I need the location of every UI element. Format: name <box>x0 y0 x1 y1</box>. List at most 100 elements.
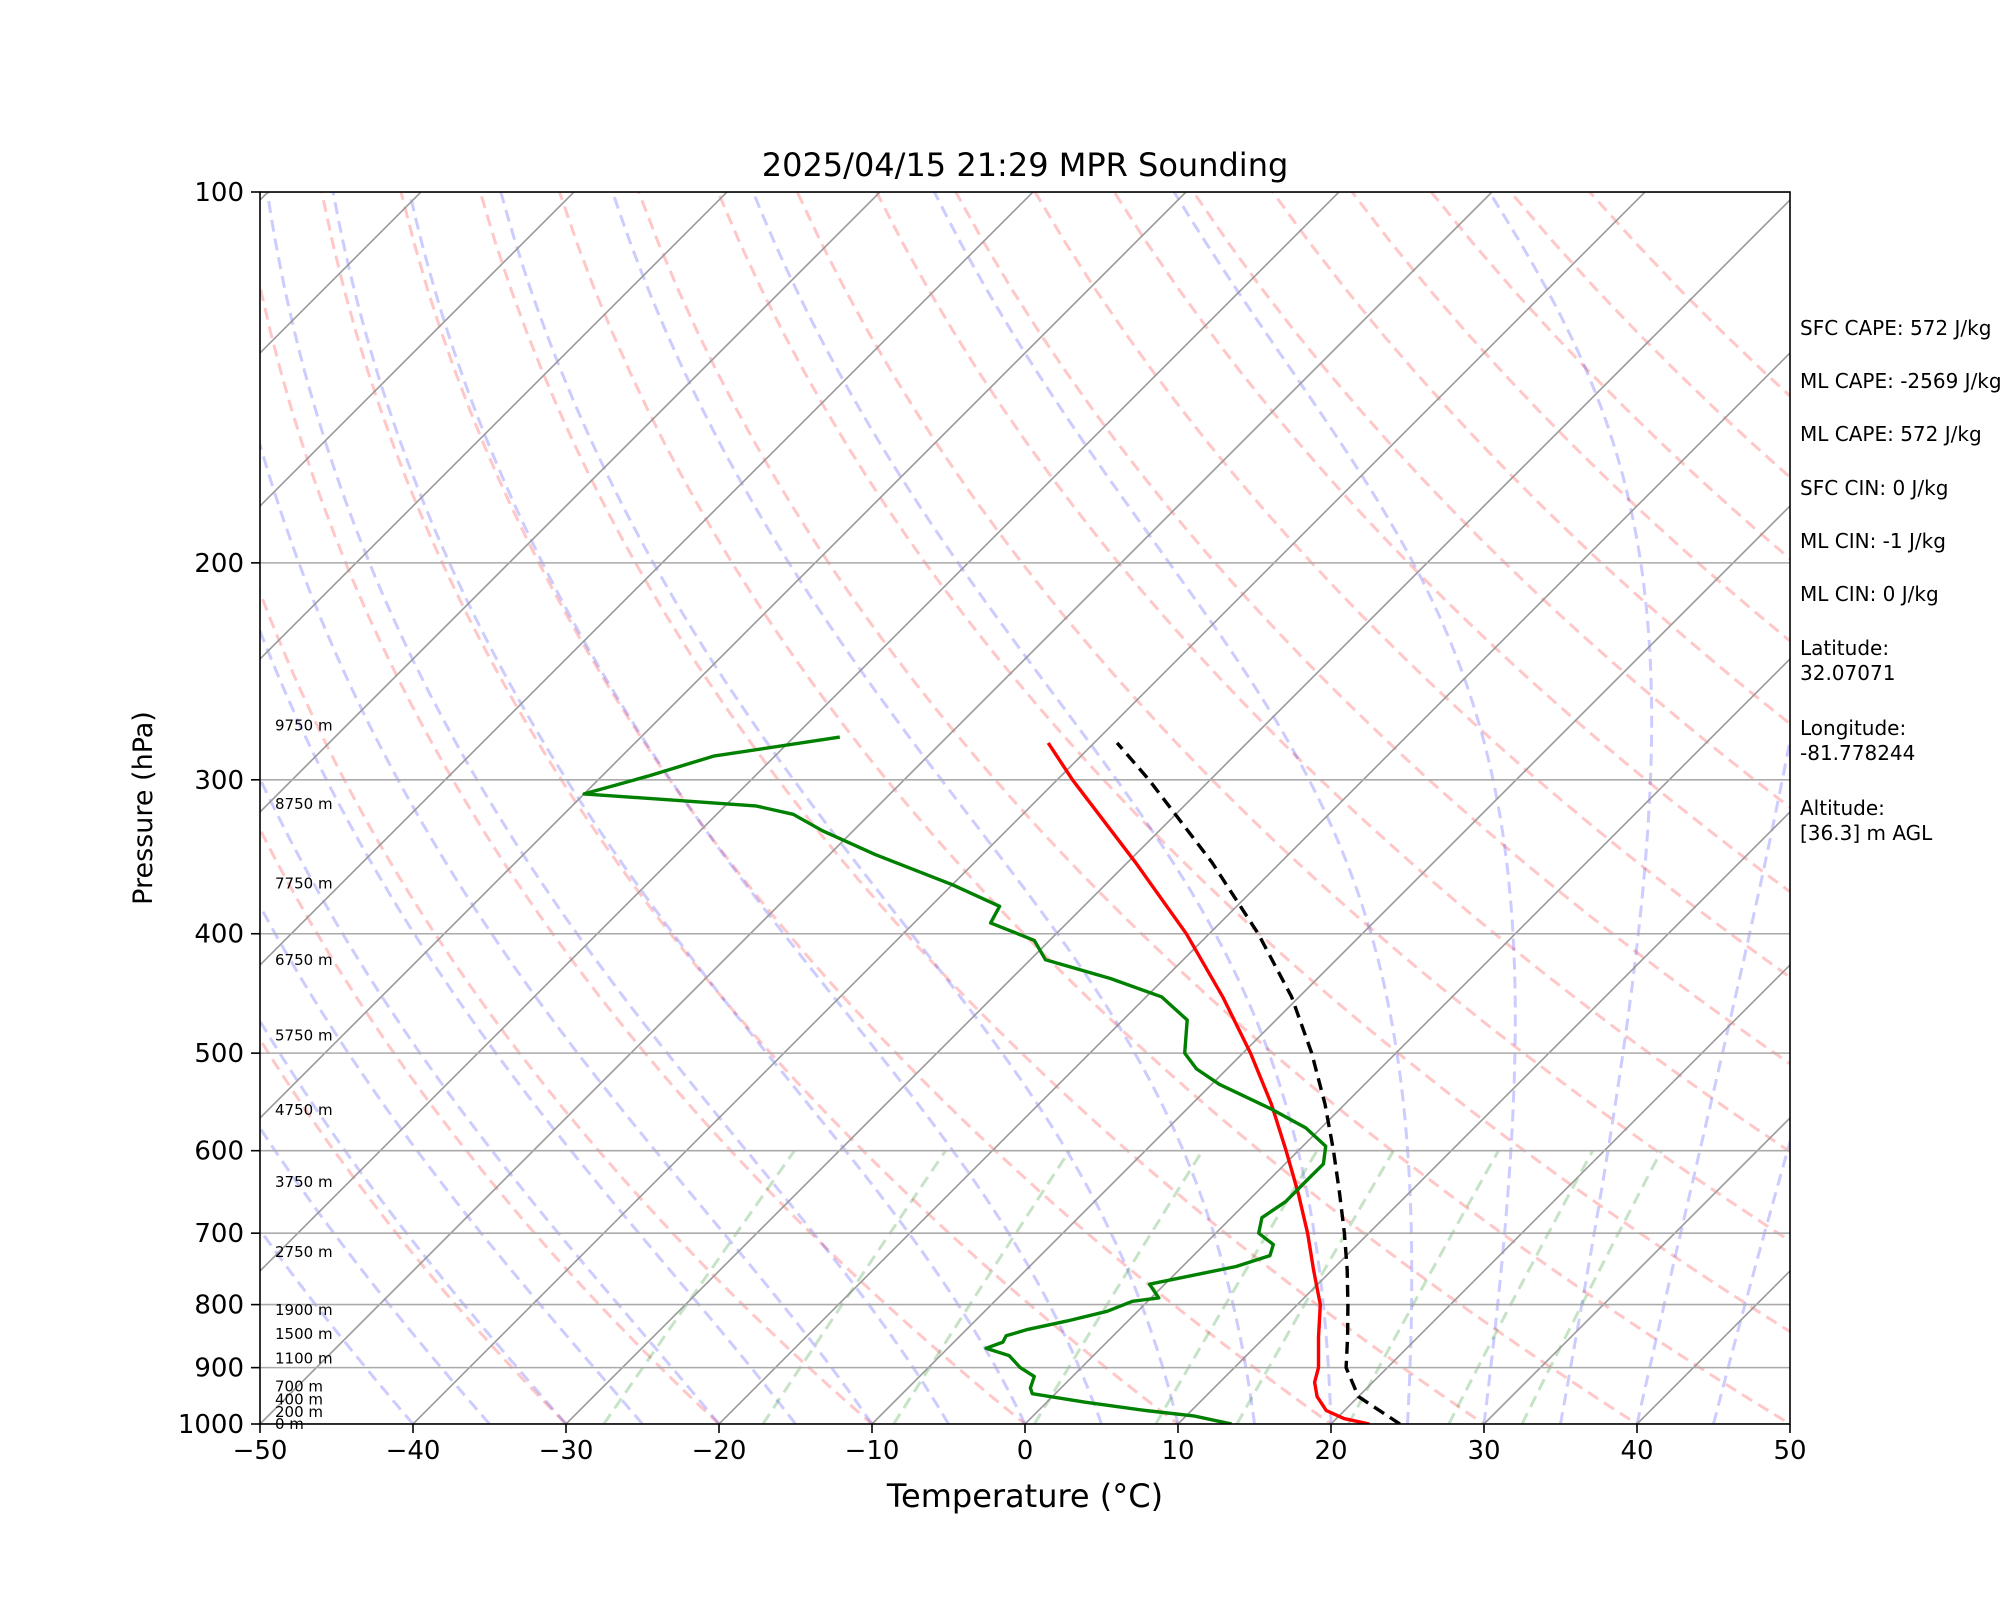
dry-adiabat-line <box>1192 192 1790 810</box>
moist-adiabat-line <box>260 626 797 1424</box>
y-tick-label: 800 <box>194 1291 244 1321</box>
dry-adiabat-line <box>716 192 1790 1334</box>
annotation-longitude: Longitude: -81.778244 <box>1800 716 1916 765</box>
isotherm-line <box>260 192 423 355</box>
dry-adiabat-line <box>260 1036 569 1424</box>
height-label: 5750 m <box>275 1027 333 1045</box>
dry-adiabat-line <box>1033 192 1790 980</box>
annotation-latitude: Latitude: 32.07071 <box>1800 636 1896 685</box>
x-tick-label: 20 <box>1314 1436 1347 1466</box>
moist-adiabat-line <box>932 192 1414 1424</box>
mixing-ratio-line <box>1447 1149 1595 1424</box>
moist-adiabat-line <box>260 902 644 1424</box>
annotation-sfc-cin: SFC CIN: 0 J/kg <box>1800 476 1949 500</box>
isotherm-line <box>411 192 1647 1424</box>
dry-adiabat-line <box>637 192 1790 1424</box>
isotherm-line <box>260 192 576 508</box>
isotherm-line <box>260 192 1035 967</box>
height-label: 400 m <box>275 1390 323 1408</box>
height-label: 8750 m <box>275 795 333 813</box>
isotherm-line <box>1482 1116 1790 1424</box>
y-tick-label: 200 <box>194 549 244 579</box>
moist-adiabat-line <box>260 1018 568 1424</box>
y-tick-label: 100 <box>194 178 244 208</box>
sounding-traces <box>582 735 1401 1424</box>
moist-adiabat-line <box>1635 732 1790 1424</box>
height-label: 3750 m <box>275 1173 333 1191</box>
x-tick-label: −10 <box>845 1436 900 1466</box>
moist-adiabat-line <box>408 192 1103 1424</box>
y-axis-ticks: 100 200 300 400 500 600 700 800 900 1000 <box>178 178 260 1440</box>
isotherm-line <box>260 192 729 661</box>
dewpoint-trace <box>582 735 1328 1424</box>
moist-adiabat-line <box>331 192 1027 1424</box>
x-tick-label: 40 <box>1620 1436 1653 1466</box>
annotation-ml-cin-2: ML CIN: 0 J/kg <box>1800 582 1939 606</box>
x-tick-label: 0 <box>1017 1436 1034 1466</box>
height-label: 7750 m <box>275 874 333 892</box>
isotherm-line <box>0 165 142 1451</box>
height-label: 200 m <box>275 1403 323 1421</box>
annotation-ml-cape-2: ML CAPE: 572 J/kg <box>1800 422 1982 446</box>
x-tick-label: 50 <box>1773 1436 1806 1466</box>
dry-adiabat-line <box>260 826 722 1424</box>
y-tick-label: 600 <box>194 1137 244 1167</box>
isotherm-line <box>1176 810 1790 1424</box>
height-label: 9750 m <box>275 716 333 734</box>
x-axis-ticks: −50 −40 −30 −20 −10 0 10 20 30 40 50 <box>233 1424 1807 1466</box>
isotherm-line <box>260 192 882 814</box>
height-label: 4750 m <box>275 1101 333 1119</box>
x-tick-label: −50 <box>233 1436 288 1466</box>
mixing-ratio-line <box>1520 1150 1663 1424</box>
y-tick-label: 700 <box>194 1219 244 1249</box>
annotation-ml-cape: ML CAPE: -2569 J/kg <box>1800 369 2000 393</box>
annotation-ml-cin: ML CIN: -1 J/kg <box>1800 529 1946 553</box>
parcel-trace <box>1115 741 1401 1424</box>
dry-adiabat-line <box>399 192 1334 1424</box>
height-label: 1100 m <box>275 1350 333 1368</box>
dry-adiabat-line <box>260 278 1028 1424</box>
height-label: 1500 m <box>275 1325 333 1343</box>
isotherm-line <box>564 198 1790 1424</box>
isotherm-line <box>717 351 1790 1424</box>
temperature-trace <box>1046 741 1370 1424</box>
dry-adiabat-line <box>1112 192 1790 894</box>
moist-adiabat-line <box>1488 192 1654 1424</box>
isotherm-line <box>260 192 1494 1424</box>
dry-adiabat-line <box>875 192 1790 1154</box>
x-tick-label: 10 <box>1161 1436 1194 1466</box>
y-tick-label: 400 <box>194 920 244 950</box>
chart-title: 2025/04/15 21:29 MPR Sounding <box>762 146 1289 184</box>
y-axis-label: Pressure (hPa) <box>128 711 159 905</box>
isotherm-line <box>1023 657 1790 1424</box>
y-tick-label: 500 <box>194 1039 244 1069</box>
mixing-ratio-line <box>1154 1149 1319 1424</box>
annotation-altitude: Altitude: [36.3] m AGL <box>1800 796 1933 845</box>
moist-adiabat-line <box>260 1125 491 1424</box>
isotherm-line <box>870 504 1790 1424</box>
dry-adiabat-line <box>558 192 1640 1424</box>
moist-adiabat-line <box>751 192 1333 1424</box>
y-tick-label: 1000 <box>178 1410 244 1440</box>
x-tick-label: 30 <box>1467 1436 1500 1466</box>
background-lines <box>0 165 1790 1451</box>
plot-frame <box>259 191 1791 1425</box>
y-tick-label: 300 <box>194 766 244 796</box>
isotherm-line <box>1329 963 1790 1424</box>
x-axis-label: Temperature (°C) <box>886 1477 1163 1515</box>
height-label: 700 m <box>275 1377 323 1395</box>
isotherm-line <box>260 192 1188 1120</box>
dry-adiabat-line <box>260 588 875 1424</box>
y-tick-label: 900 <box>194 1354 244 1384</box>
moist-adiabat-line <box>611 192 1256 1424</box>
height-label: 2750 m <box>275 1243 333 1261</box>
annotation-sfc-cape: SFC CAPE: 572 J/kg <box>1800 316 1992 340</box>
mixing-ratio-line <box>602 1149 796 1424</box>
dry-adiabat-line <box>320 192 1181 1424</box>
dry-adiabat-line <box>478 192 1487 1424</box>
height-label: 6750 m <box>275 951 333 969</box>
isotherm-line <box>260 192 1341 1273</box>
x-tick-label: −40 <box>386 1436 441 1466</box>
